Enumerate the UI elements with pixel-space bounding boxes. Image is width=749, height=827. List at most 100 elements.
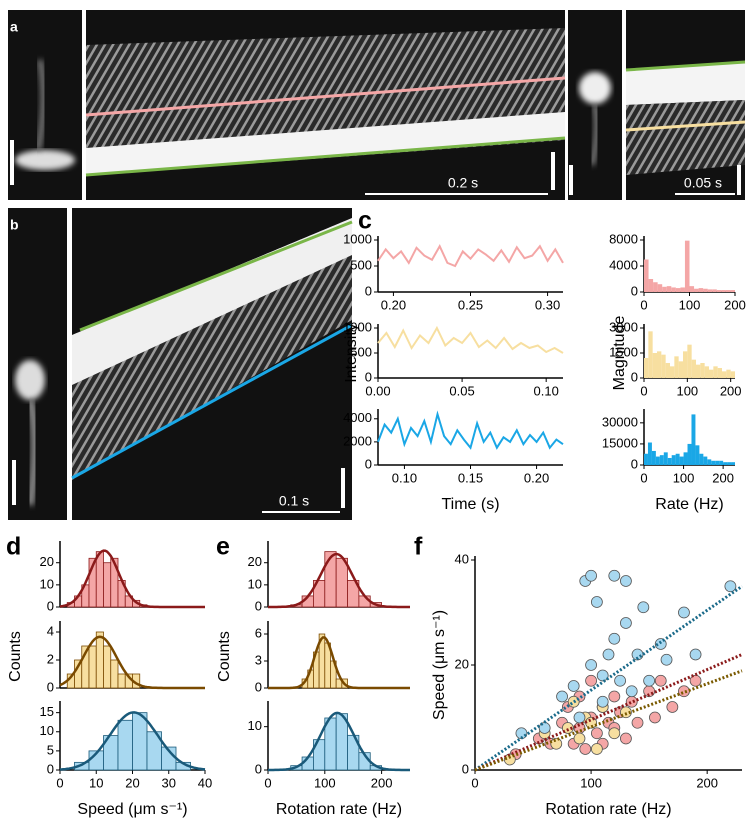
y-tick-label: 3 — [255, 652, 262, 667]
y-tick-label: 0 — [255, 598, 262, 613]
y-tick-label: 500 — [350, 344, 372, 359]
point — [550, 737, 563, 750]
point — [596, 669, 609, 682]
x-tick-label: 0.30 — [535, 297, 560, 312]
bar — [670, 366, 675, 378]
point — [637, 601, 650, 614]
panel-label: d — [6, 533, 21, 561]
bar — [725, 290, 731, 292]
y-tick-label: 6 — [255, 625, 262, 640]
point — [567, 680, 580, 692]
panel-label: f — [414, 533, 423, 561]
point — [620, 706, 632, 719]
y-tick-label: 20 — [40, 554, 54, 569]
trace — [377, 325, 564, 354]
bar — [689, 286, 695, 292]
x-tick-label: 0.20 — [524, 470, 549, 485]
x-tick-label: 40 — [198, 775, 212, 790]
trace-line — [85, 136, 566, 177]
panel-label: e — [216, 533, 230, 561]
bar — [644, 259, 649, 292]
bar — [699, 453, 704, 465]
bar — [647, 442, 652, 465]
panel-a-images — [8, 10, 746, 200]
point — [666, 701, 679, 713]
point — [585, 659, 597, 671]
bar — [95, 551, 104, 608]
cell — [15, 360, 45, 400]
fit-line — [474, 669, 743, 772]
point — [649, 711, 661, 724]
point — [631, 716, 644, 729]
bar — [95, 631, 104, 689]
trace-line — [71, 323, 353, 480]
y-tick-label: 10 — [40, 723, 54, 738]
fit-curve — [59, 711, 206, 771]
y-tick-label: 1000 — [343, 319, 372, 334]
y-tick-label: 0 — [631, 283, 638, 298]
point — [608, 632, 621, 645]
scale-bar-label: 0.05 s — [684, 175, 722, 191]
point — [689, 674, 702, 687]
y-axis-label: Magnitude — [611, 316, 628, 391]
x-tick-label: 0.20 — [381, 297, 406, 312]
y-tick-label: 15000 — [602, 435, 638, 450]
y-tick-label: 4000 — [609, 257, 638, 272]
x-tick-label: 200 — [712, 470, 734, 485]
bar — [700, 363, 705, 378]
bar — [717, 368, 722, 378]
flagellum — [26, 399, 39, 506]
x-tick-label: 0 — [56, 775, 63, 790]
fit-curve — [268, 711, 410, 772]
bar — [711, 460, 716, 465]
y-tick-label: 3000 — [609, 319, 638, 334]
y-tick-label: 0 — [631, 456, 638, 471]
y-tick-label: 0 — [255, 761, 262, 776]
point — [614, 674, 627, 687]
kymograph-band — [626, 62, 745, 105]
bar — [683, 452, 688, 465]
bar — [651, 450, 656, 465]
x-tick-label: 30 — [162, 775, 176, 790]
fit-line — [474, 585, 743, 772]
x-tick-label: 0.10 — [392, 470, 417, 485]
point — [561, 722, 574, 734]
flagellum — [589, 104, 600, 166]
bar — [683, 351, 688, 378]
bar — [709, 369, 714, 378]
trace-line — [79, 220, 353, 332]
point — [596, 695, 609, 708]
point — [515, 727, 528, 740]
x-axis-label: Rate (Hz) — [655, 496, 723, 513]
bar — [726, 369, 731, 378]
y-tick-label: 0 — [255, 679, 262, 694]
y-tick-label: 4 — [47, 623, 54, 638]
y-tick-label: 0 — [365, 456, 372, 471]
point — [585, 674, 597, 687]
y-axis-label: Counts — [7, 631, 24, 682]
bar — [687, 344, 692, 378]
bar — [132, 712, 148, 771]
bar — [661, 354, 666, 378]
x-tick-label: 0 — [640, 470, 647, 485]
y-tick-label: 0 — [365, 369, 372, 384]
bar — [703, 456, 708, 465]
panel-label: c — [358, 207, 372, 235]
x-tick-label: 100 — [676, 383, 698, 398]
flagellum — [35, 59, 47, 151]
bar — [696, 364, 701, 378]
panel-b-images — [8, 208, 353, 520]
x-axis-label: Time (s) — [441, 496, 499, 513]
fit-curve — [268, 636, 410, 690]
point — [678, 685, 690, 698]
bar — [730, 371, 735, 378]
trace — [377, 410, 564, 450]
y-tick-label: 2 — [47, 651, 54, 666]
bar — [721, 290, 726, 292]
bar — [671, 455, 676, 465]
trace — [377, 244, 564, 268]
point — [573, 711, 586, 724]
bar — [712, 289, 717, 292]
y-tick-label: 15 — [40, 704, 54, 719]
point — [556, 690, 568, 703]
